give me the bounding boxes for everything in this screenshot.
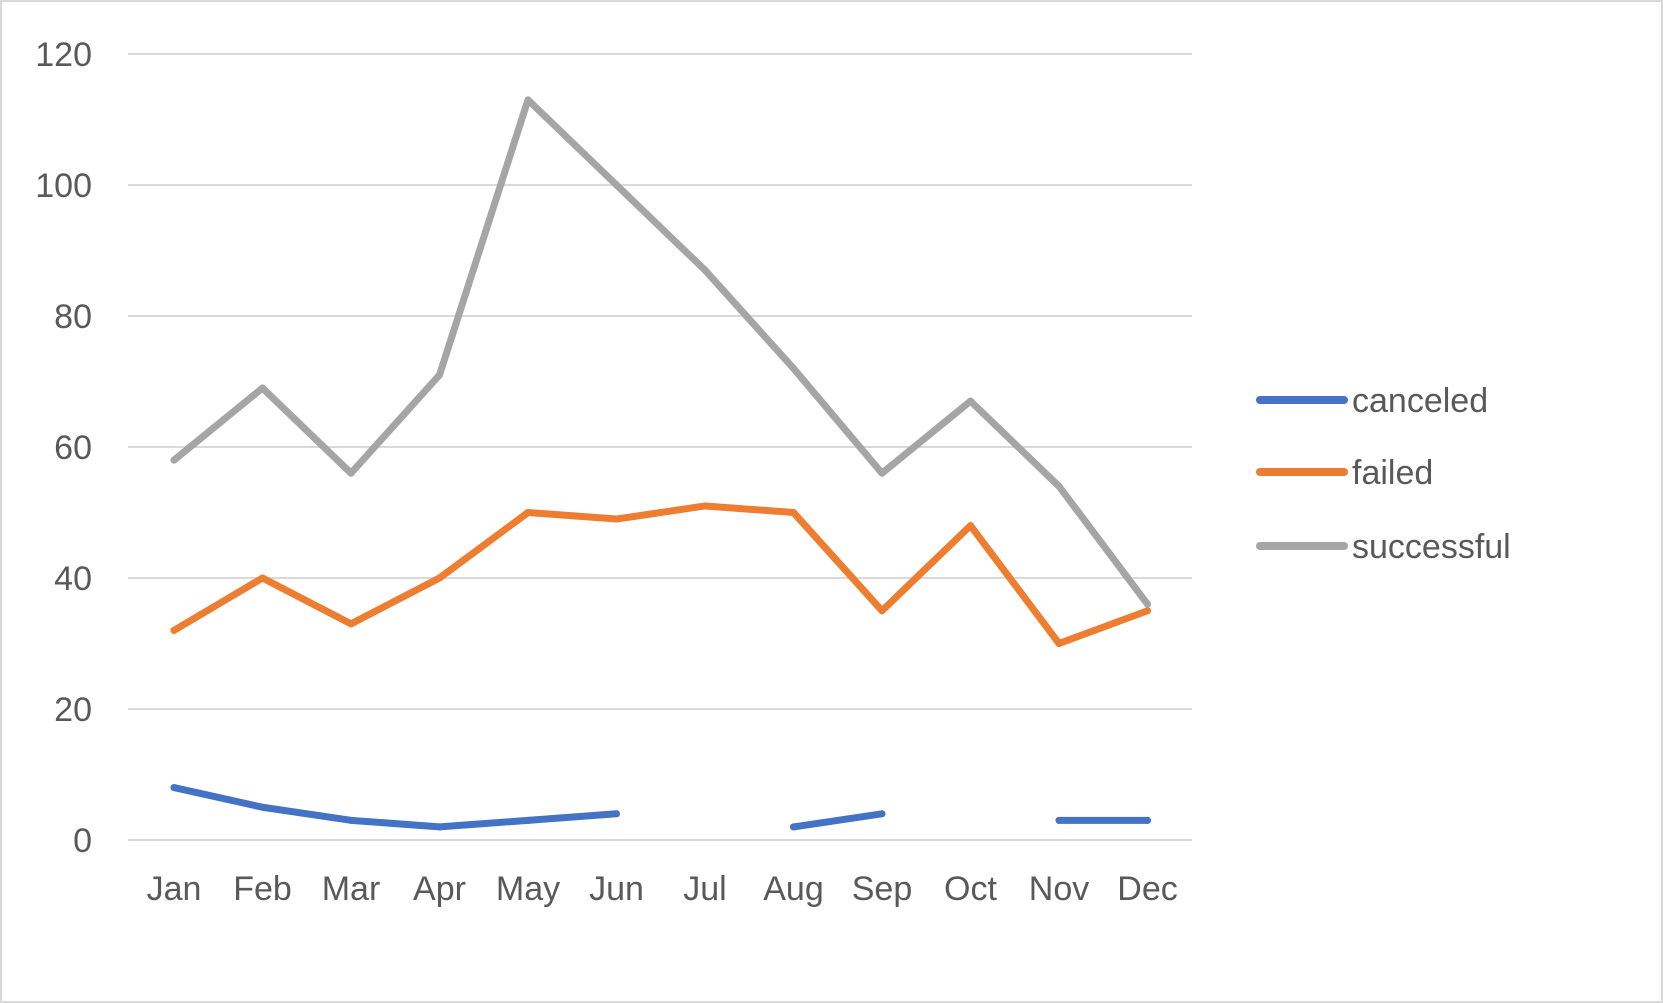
data-point-failed-May [524, 509, 532, 516]
y-tick-label: 0 [73, 822, 92, 860]
legend: canceled failed successful [1256, 382, 1511, 566]
data-point-successful-Oct [967, 397, 974, 405]
data-point-failed-Sep [878, 607, 886, 615]
data-point-failed-Jul [701, 502, 709, 510]
data-point-failed-Oct [967, 522, 974, 530]
data-point-successful-Jan [170, 456, 178, 464]
data-point-successful-Nov [1055, 482, 1063, 490]
x-tick-label: Dec [1117, 870, 1177, 908]
data-point-successful-Sep [878, 469, 886, 477]
data-point-canceled-Aug [790, 823, 797, 831]
series-canceled [170, 784, 1151, 831]
x-tick-label: Mar [322, 870, 381, 908]
data-point-failed-Jan [170, 626, 178, 634]
data-point-successful-Apr [436, 371, 443, 379]
data-point-failed-Mar [347, 620, 355, 628]
data-point-canceled-Apr [436, 823, 443, 831]
y-tick-label: 20 [54, 691, 92, 729]
data-point-canceled-Nov [1055, 816, 1063, 824]
y-axis-tick-labels: 0 20 40 60 80 100 120 [35, 36, 92, 860]
x-tick-label: May [496, 870, 560, 908]
y-tick-label: 80 [54, 298, 92, 336]
x-tick-label: Nov [1029, 870, 1089, 908]
data-point-successful-Mar [347, 469, 355, 477]
x-tick-label: Oct [944, 870, 997, 908]
x-tick-label: Sep [852, 870, 913, 908]
x-tick-label: Apr [413, 870, 466, 908]
data-point-canceled-Sep [878, 810, 886, 818]
data-point-successful-Dec [1144, 600, 1151, 608]
x-tick-label: Jan [147, 870, 202, 908]
data-point-successful-Jun [613, 181, 620, 189]
x-tick-label: Jul [683, 870, 726, 908]
series-line-canceled [790, 810, 886, 831]
y-tick-label: 120 [35, 36, 92, 74]
data-point-successful-Aug [790, 364, 797, 372]
data-point-successful-Feb [259, 384, 266, 392]
y-tick-label: 60 [54, 429, 92, 467]
x-axis-tick-labels: Jan Feb Mar Apr May Jun Jul Aug Sep Oct Nov Dec [147, 870, 1178, 908]
series-successful [170, 96, 1151, 608]
legend-label: successful [1352, 528, 1511, 566]
x-tick-label: Feb [233, 870, 292, 908]
legend-item-failed: failed [1256, 454, 1433, 492]
legend-item-canceled: canceled [1256, 382, 1488, 420]
data-point-failed-Jun [613, 515, 620, 523]
data-point-canceled-Jan [170, 784, 178, 792]
y-tick-label: 100 [35, 167, 92, 205]
y-tick-label: 40 [54, 560, 92, 598]
data-point-canceled-Mar [347, 816, 355, 824]
data-point-successful-Jul [701, 266, 709, 274]
data-point-failed-Aug [790, 509, 797, 516]
series-lines [170, 96, 1151, 831]
data-point-canceled-Jun [613, 810, 620, 818]
series-line-failed [170, 502, 1151, 647]
data-point-failed-Feb [259, 574, 266, 582]
x-tick-label: Jun [589, 870, 644, 908]
data-point-canceled-Dec [1144, 816, 1151, 824]
series-line-successful [170, 96, 1151, 608]
data-point-failed-Nov [1055, 640, 1063, 647]
legend-item-successful: successful [1256, 528, 1511, 566]
data-point-canceled-Feb [259, 803, 266, 811]
legend-label: failed [1352, 454, 1433, 492]
series-failed [170, 502, 1151, 647]
series-line-canceled [170, 784, 620, 831]
data-point-failed-Apr [436, 574, 443, 582]
x-tick-label: Aug [763, 870, 824, 908]
legend-label: canceled [1352, 382, 1488, 420]
data-point-canceled-May [524, 816, 532, 824]
data-point-failed-Dec [1144, 607, 1151, 615]
data-point-successful-May [524, 96, 532, 104]
gridlines [128, 53, 1192, 841]
